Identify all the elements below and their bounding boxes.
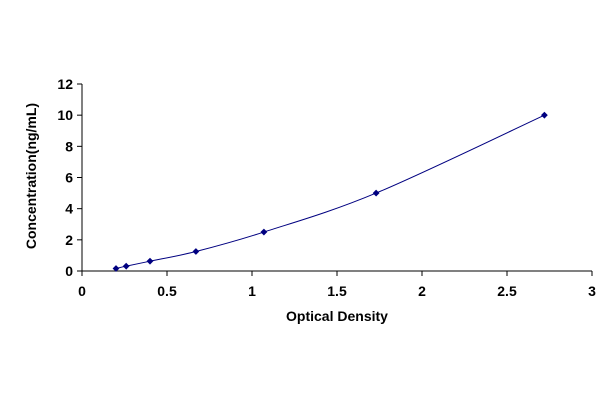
y-tick-label: 10 [57, 107, 73, 123]
data-points-layer [112, 111, 548, 272]
x-tick-label: 2.5 [497, 283, 517, 299]
y-tick-label: 8 [65, 138, 73, 154]
x-axis-title: Optical Density [286, 308, 388, 324]
fit-curve [115, 114, 545, 269]
x-tick-label: 0 [78, 283, 86, 299]
data-point-marker [192, 248, 200, 255]
y-tick-label: 6 [65, 170, 73, 186]
y-axis-ticks: 0 2 4 6 8 10 12 [57, 76, 82, 279]
fit-curve-layer [115, 114, 545, 269]
data-point-marker [260, 228, 268, 236]
y-tick-label: 12 [57, 76, 73, 92]
data-point-marker [541, 111, 548, 119]
x-axis-ticks: 0 0.5 1 1.5 2 2.5 3 [78, 271, 596, 299]
y-tick-label: 2 [65, 232, 73, 248]
x-tick-label: 2 [418, 283, 426, 299]
x-tick-label: 3 [588, 283, 596, 299]
data-point-marker [112, 265, 120, 272]
x-tick-label: 1 [248, 283, 256, 299]
y-tick-label: 0 [65, 263, 73, 279]
y-axis-title: Concentration(ng/mL) [23, 103, 39, 249]
data-point-marker [372, 189, 380, 197]
x-tick-label: 0.5 [157, 283, 177, 299]
data-point-marker [146, 257, 154, 265]
x-tick-label: 1.5 [327, 283, 347, 299]
data-point-marker [122, 262, 130, 270]
y-tick-label: 4 [65, 201, 73, 217]
axes [81, 84, 592, 272]
